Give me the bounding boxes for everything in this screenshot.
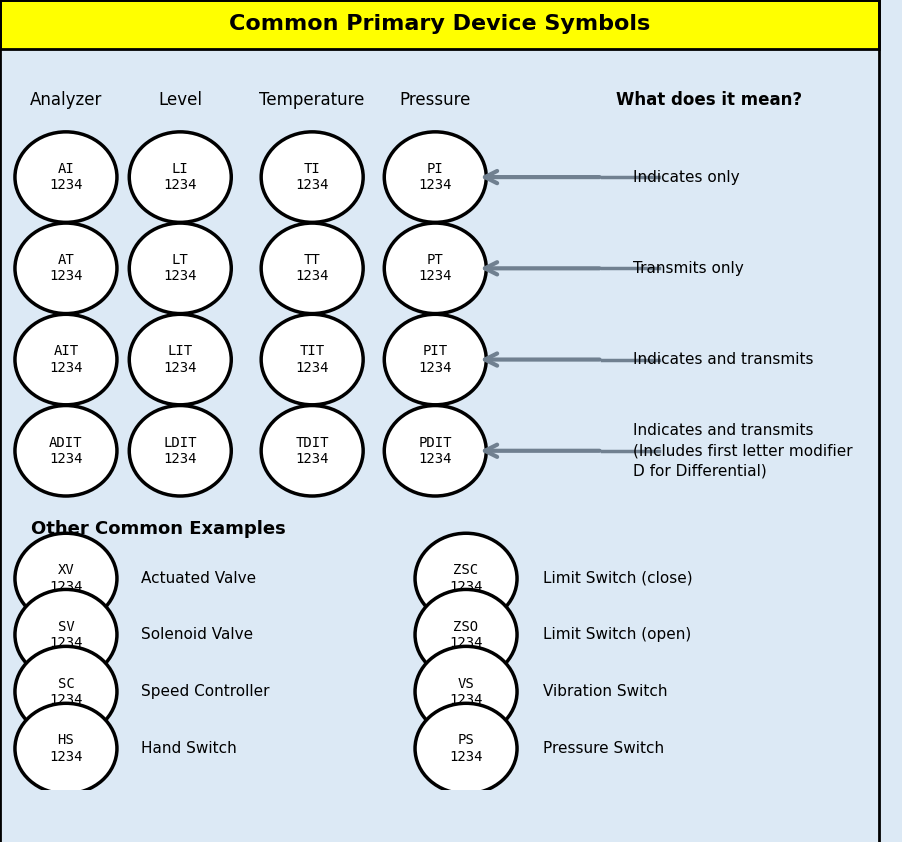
Ellipse shape xyxy=(129,223,231,313)
Ellipse shape xyxy=(261,406,363,496)
Ellipse shape xyxy=(15,647,117,737)
Text: Pressure Switch: Pressure Switch xyxy=(543,741,664,756)
FancyBboxPatch shape xyxy=(0,0,879,49)
Text: Indicates and transmits
(Includes first letter modifier
D for Differential): Indicates and transmits (Includes first … xyxy=(632,424,851,478)
Text: Actuated Valve: Actuated Valve xyxy=(141,571,255,586)
Text: PIT
1234: PIT 1234 xyxy=(418,344,452,375)
Ellipse shape xyxy=(384,314,486,405)
Text: Indicates and transmits: Indicates and transmits xyxy=(632,352,813,367)
Text: ZSC
1234: ZSC 1234 xyxy=(449,563,483,594)
Text: LT
1234: LT 1234 xyxy=(163,253,197,284)
Ellipse shape xyxy=(261,314,363,405)
Ellipse shape xyxy=(384,132,486,222)
Text: SC
1234: SC 1234 xyxy=(49,676,83,706)
Text: What does it mean?: What does it mean? xyxy=(615,92,801,109)
Ellipse shape xyxy=(129,132,231,222)
Text: Level: Level xyxy=(158,92,202,109)
Text: Transmits only: Transmits only xyxy=(632,261,743,276)
Text: Hand Switch: Hand Switch xyxy=(141,741,236,756)
Text: Pressure: Pressure xyxy=(400,92,471,109)
Ellipse shape xyxy=(415,589,517,680)
Ellipse shape xyxy=(15,589,117,680)
Text: Analyzer: Analyzer xyxy=(30,92,102,109)
Ellipse shape xyxy=(415,703,517,794)
Ellipse shape xyxy=(415,533,517,624)
Text: LDIT
1234: LDIT 1234 xyxy=(163,435,197,466)
Text: Temperature: Temperature xyxy=(259,92,364,109)
Text: Limit Switch (close): Limit Switch (close) xyxy=(543,571,692,586)
Ellipse shape xyxy=(384,223,486,313)
Text: Solenoid Valve: Solenoid Valve xyxy=(141,627,253,642)
Text: AIT
1234: AIT 1234 xyxy=(49,344,83,375)
Ellipse shape xyxy=(384,406,486,496)
Ellipse shape xyxy=(261,223,363,313)
Text: TDIT
1234: TDIT 1234 xyxy=(295,435,328,466)
Text: PT
1234: PT 1234 xyxy=(418,253,452,284)
Text: TT
1234: TT 1234 xyxy=(295,253,328,284)
Text: PI
1234: PI 1234 xyxy=(418,162,452,192)
Text: Limit Switch (open): Limit Switch (open) xyxy=(543,627,691,642)
Text: Other Common Examples: Other Common Examples xyxy=(31,520,285,538)
Ellipse shape xyxy=(129,314,231,405)
Ellipse shape xyxy=(261,132,363,222)
Ellipse shape xyxy=(415,647,517,737)
Text: Speed Controller: Speed Controller xyxy=(141,684,269,699)
Ellipse shape xyxy=(129,406,231,496)
Text: LIT
1234: LIT 1234 xyxy=(163,344,197,375)
Text: ZSO
1234: ZSO 1234 xyxy=(449,620,483,650)
Ellipse shape xyxy=(15,406,117,496)
Ellipse shape xyxy=(15,533,117,624)
Text: XV
1234: XV 1234 xyxy=(49,563,83,594)
Text: LI
1234: LI 1234 xyxy=(163,162,197,192)
Text: SV
1234: SV 1234 xyxy=(49,620,83,650)
Ellipse shape xyxy=(15,703,117,794)
Text: ADIT
1234: ADIT 1234 xyxy=(49,435,83,466)
Text: PDIT
1234: PDIT 1234 xyxy=(418,435,452,466)
Text: HS
1234: HS 1234 xyxy=(49,733,83,764)
Text: AT
1234: AT 1234 xyxy=(49,253,83,284)
Ellipse shape xyxy=(15,314,117,405)
Text: VS
1234: VS 1234 xyxy=(449,676,483,706)
Text: Indicates only: Indicates only xyxy=(632,169,739,184)
Text: AI
1234: AI 1234 xyxy=(49,162,83,192)
Ellipse shape xyxy=(15,132,117,222)
Text: TI
1234: TI 1234 xyxy=(295,162,328,192)
Ellipse shape xyxy=(15,223,117,313)
Text: Vibration Switch: Vibration Switch xyxy=(543,684,667,699)
Text: Common Primary Device Symbols: Common Primary Device Symbols xyxy=(229,14,649,35)
Text: PS
1234: PS 1234 xyxy=(449,733,483,764)
Text: TIT
1234: TIT 1234 xyxy=(295,344,328,375)
